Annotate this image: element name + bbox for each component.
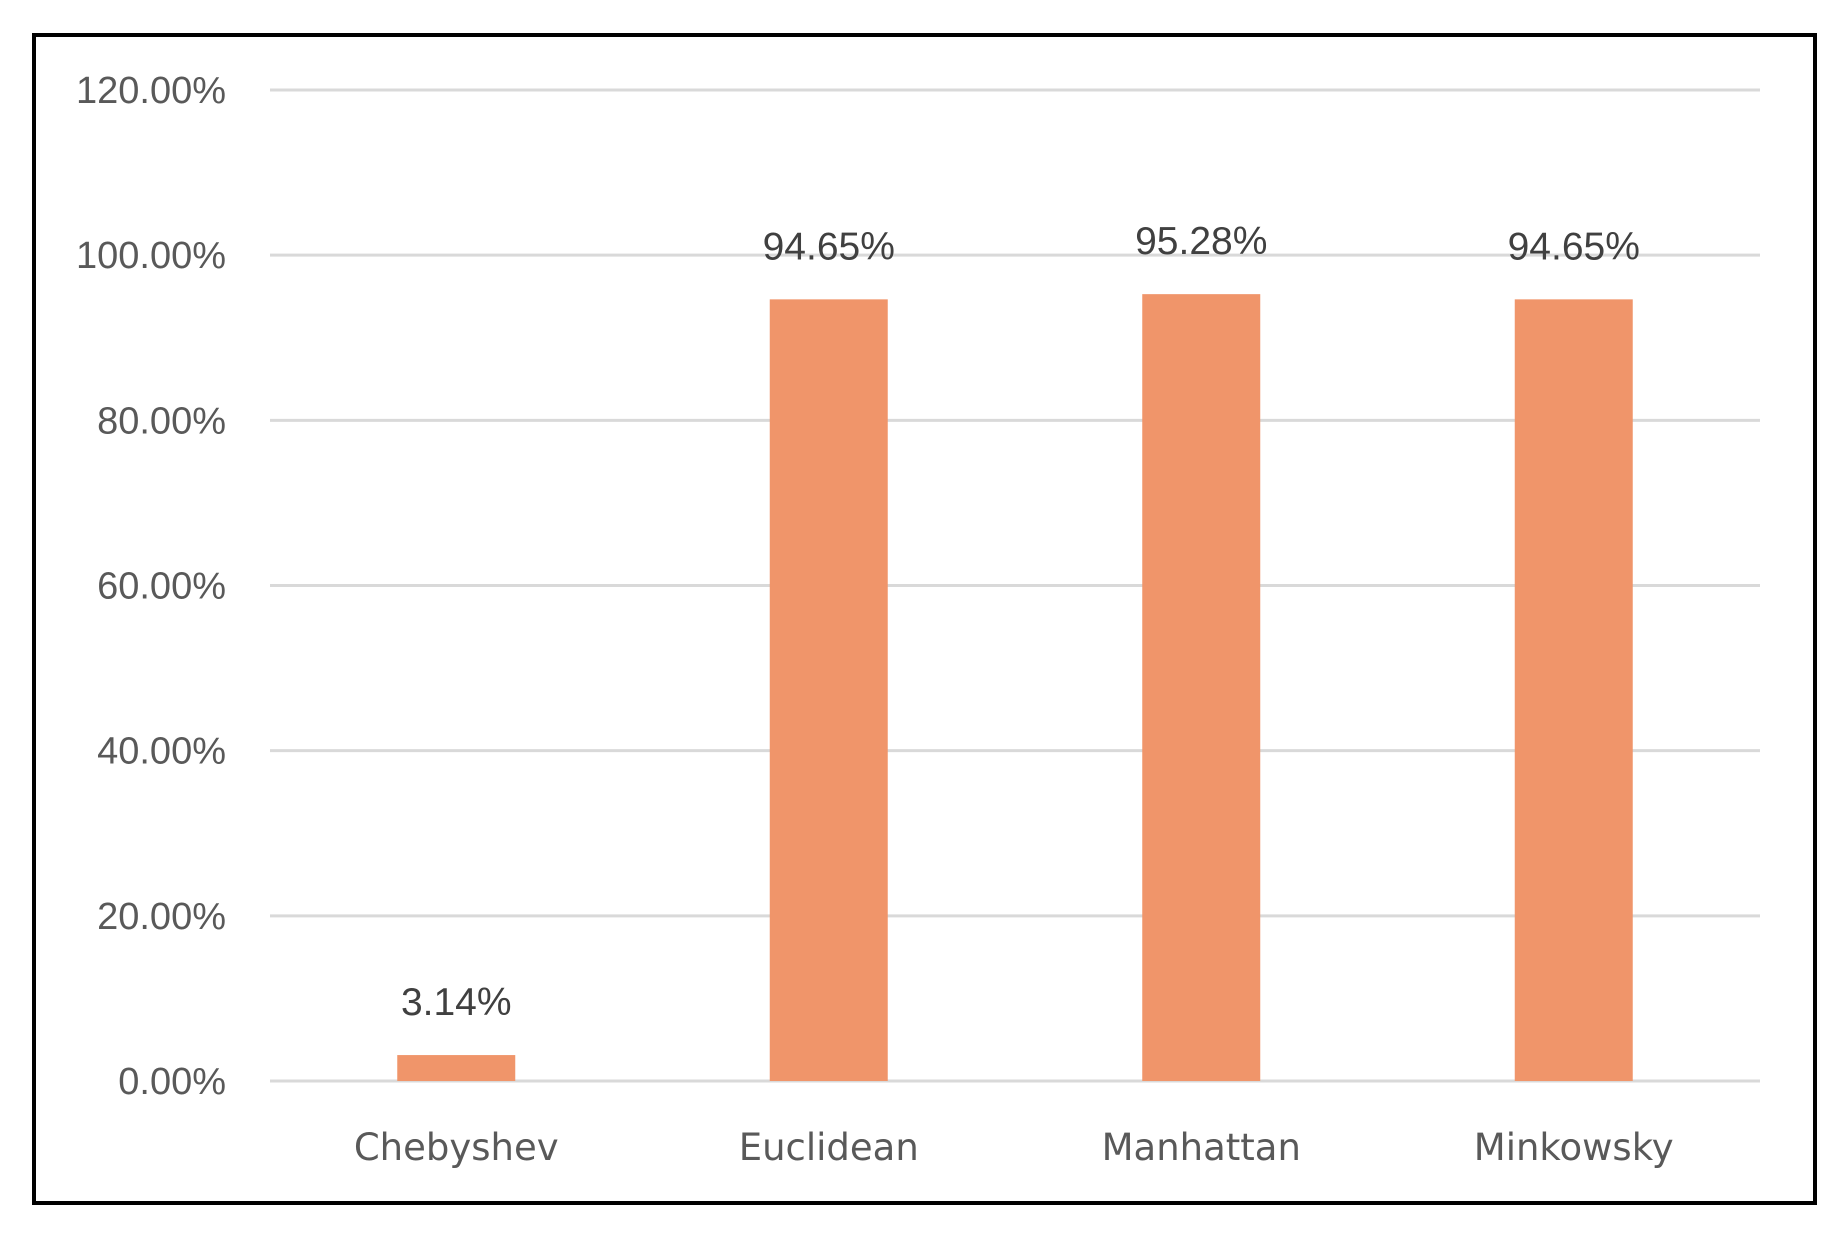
y-tick-label: 40.00% xyxy=(97,731,226,773)
data-label: 95.28% xyxy=(1135,220,1267,263)
y-tick-label: 100.00% xyxy=(76,235,226,277)
data-label: 94.65% xyxy=(763,225,895,268)
x-tick-label: Manhattan xyxy=(1102,1126,1301,1169)
bars xyxy=(397,294,1633,1081)
gridlines xyxy=(270,88,1760,1083)
y-tick-label: 0.00% xyxy=(118,1061,226,1103)
y-tick-label: 60.00% xyxy=(97,566,226,608)
y-tick-label: 120.00% xyxy=(76,70,226,112)
x-tick-label: Minkowsky xyxy=(1474,1126,1674,1169)
x-tick-label: Euclidean xyxy=(739,1126,919,1169)
y-tick-label: 80.00% xyxy=(97,400,226,442)
y-tick-label: 20.00% xyxy=(97,896,226,938)
y-axis-tick-labels: 0.00% 20.00% 40.00% 60.00% 80.00% 100.00% 120.… xyxy=(76,70,226,1103)
bar-chebyshev xyxy=(397,1055,516,1081)
data-label: 94.65% xyxy=(1508,225,1640,268)
x-tick-label: Chebyshev xyxy=(354,1126,559,1169)
data-label: 3.14% xyxy=(401,981,512,1024)
data-labels: 3.14% 94.65% 95.28% 94.65% xyxy=(401,220,1640,1024)
bar-euclidean xyxy=(769,299,888,1081)
bar-manhattan xyxy=(1142,294,1261,1081)
bar-minkowsky xyxy=(1514,299,1633,1081)
x-axis-tick-labels: Chebyshev Euclidean Manhattan Minkowsky xyxy=(354,1126,1674,1169)
